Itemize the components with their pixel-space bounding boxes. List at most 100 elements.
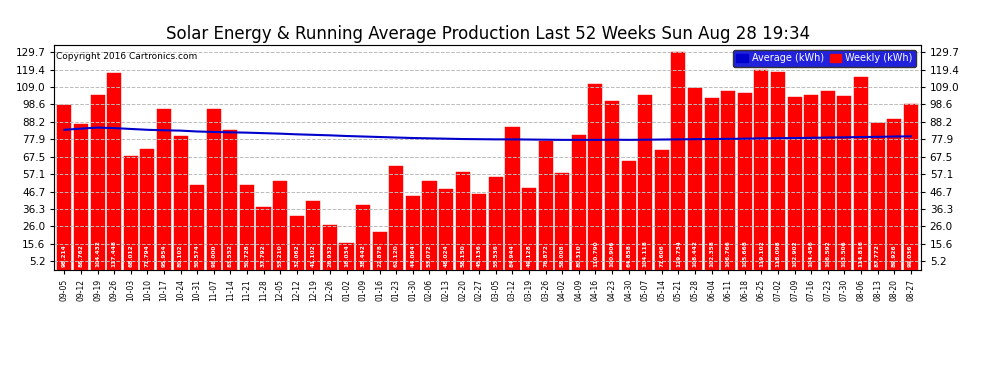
Text: 38.442: 38.442 bbox=[360, 244, 365, 267]
Bar bbox=[240, 185, 254, 270]
Text: 37.792: 37.792 bbox=[261, 244, 266, 267]
Text: 45.136: 45.136 bbox=[477, 244, 482, 267]
Text: 114.816: 114.816 bbox=[858, 240, 863, 267]
Text: 86.762: 86.762 bbox=[78, 244, 83, 267]
Bar bbox=[389, 166, 403, 270]
Bar bbox=[721, 91, 736, 270]
Bar bbox=[74, 124, 88, 270]
Text: 96.000: 96.000 bbox=[211, 244, 216, 267]
Text: 99.036: 99.036 bbox=[908, 244, 913, 267]
Text: 80.102: 80.102 bbox=[178, 244, 183, 267]
Text: 108.442: 108.442 bbox=[693, 240, 698, 267]
Bar bbox=[273, 181, 287, 270]
Text: 98.214: 98.214 bbox=[62, 244, 67, 267]
Text: 26.932: 26.932 bbox=[328, 244, 333, 267]
Text: 104.456: 104.456 bbox=[809, 240, 814, 267]
Bar bbox=[522, 188, 537, 270]
Text: 104.432: 104.432 bbox=[95, 240, 100, 267]
Title: Solar Energy & Running Average Production Last 52 Weeks Sun Aug 28 19:34: Solar Energy & Running Average Productio… bbox=[165, 26, 810, 44]
Bar bbox=[588, 84, 603, 270]
Text: 102.902: 102.902 bbox=[792, 240, 797, 267]
Bar bbox=[256, 207, 270, 270]
Text: 117.448: 117.448 bbox=[112, 240, 117, 267]
Bar bbox=[173, 135, 188, 270]
Text: 76.872: 76.872 bbox=[544, 244, 548, 267]
Text: 16.034: 16.034 bbox=[344, 244, 349, 267]
Bar bbox=[90, 94, 105, 270]
Text: 41.102: 41.102 bbox=[311, 244, 316, 267]
Bar bbox=[804, 94, 818, 270]
Text: 55.536: 55.536 bbox=[493, 244, 498, 267]
Text: 95.954: 95.954 bbox=[161, 244, 166, 267]
Text: 87.772: 87.772 bbox=[875, 244, 880, 267]
Text: 110.790: 110.790 bbox=[593, 240, 598, 267]
Text: 32.062: 32.062 bbox=[294, 244, 299, 267]
Bar bbox=[838, 96, 851, 270]
Text: 53.072: 53.072 bbox=[427, 244, 432, 267]
Bar bbox=[207, 109, 221, 270]
Bar bbox=[157, 109, 171, 270]
Bar bbox=[124, 156, 138, 270]
Bar bbox=[754, 70, 768, 270]
Text: 103.506: 103.506 bbox=[842, 240, 846, 267]
Text: 106.766: 106.766 bbox=[726, 240, 731, 267]
Bar bbox=[423, 181, 437, 270]
Bar bbox=[306, 201, 321, 270]
Bar bbox=[323, 225, 337, 270]
Bar bbox=[622, 161, 636, 270]
Text: 22.878: 22.878 bbox=[377, 244, 382, 267]
Bar bbox=[887, 119, 901, 270]
Bar bbox=[472, 194, 486, 270]
Text: 89.926: 89.926 bbox=[892, 244, 897, 267]
Text: 68.012: 68.012 bbox=[129, 244, 134, 267]
Text: 104.118: 104.118 bbox=[643, 240, 647, 267]
Text: 80.310: 80.310 bbox=[576, 244, 581, 267]
Text: 58.008: 58.008 bbox=[559, 244, 564, 267]
Bar bbox=[340, 243, 353, 270]
Text: 102.358: 102.358 bbox=[709, 240, 714, 267]
Bar bbox=[605, 100, 619, 270]
Legend: Average (kWh), Weekly (kWh): Average (kWh), Weekly (kWh) bbox=[733, 50, 916, 67]
Bar bbox=[688, 88, 702, 270]
Text: 44.064: 44.064 bbox=[411, 244, 416, 267]
Bar bbox=[854, 77, 868, 270]
Bar bbox=[738, 93, 751, 270]
Bar bbox=[141, 150, 154, 270]
Bar bbox=[372, 232, 387, 270]
Bar bbox=[290, 216, 304, 270]
Bar bbox=[555, 172, 569, 270]
Bar bbox=[654, 150, 669, 270]
Text: 50.728: 50.728 bbox=[245, 244, 249, 267]
Bar bbox=[787, 97, 802, 270]
Text: 53.210: 53.210 bbox=[277, 244, 282, 267]
Text: 64.858: 64.858 bbox=[626, 244, 632, 267]
Bar bbox=[356, 206, 370, 270]
Text: 62.120: 62.120 bbox=[394, 244, 399, 267]
Bar bbox=[671, 52, 685, 270]
Text: 118.098: 118.098 bbox=[775, 240, 780, 267]
Bar bbox=[539, 141, 552, 270]
Bar bbox=[406, 196, 420, 270]
Text: 105.668: 105.668 bbox=[742, 240, 747, 267]
Bar bbox=[190, 185, 204, 270]
Text: 106.592: 106.592 bbox=[826, 240, 831, 267]
Text: 119.102: 119.102 bbox=[759, 240, 764, 267]
Bar bbox=[439, 189, 453, 270]
Text: 50.574: 50.574 bbox=[195, 244, 200, 267]
Text: 48.024: 48.024 bbox=[444, 244, 448, 267]
Text: 84.944: 84.944 bbox=[510, 244, 515, 267]
Bar bbox=[455, 172, 469, 270]
Bar bbox=[57, 105, 71, 270]
Text: Copyright 2016 Cartronics.com: Copyright 2016 Cartronics.com bbox=[56, 52, 197, 61]
Text: 71.794: 71.794 bbox=[145, 244, 149, 267]
Text: 58.150: 58.150 bbox=[460, 244, 465, 267]
Bar bbox=[107, 73, 121, 270]
Bar bbox=[489, 177, 503, 270]
Bar bbox=[506, 128, 520, 270]
Text: 49.128: 49.128 bbox=[527, 244, 532, 267]
Bar bbox=[904, 104, 918, 270]
Bar bbox=[821, 91, 835, 270]
Bar bbox=[639, 95, 652, 270]
Bar bbox=[771, 72, 785, 270]
Text: 83.552: 83.552 bbox=[228, 244, 233, 267]
